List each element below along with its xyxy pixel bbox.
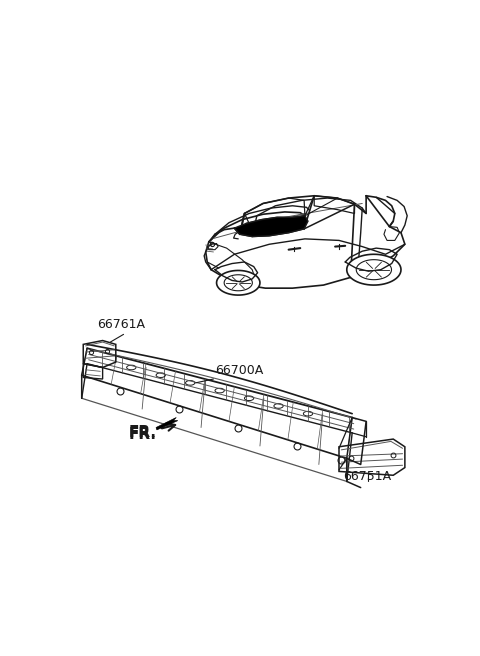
Polygon shape <box>234 216 308 237</box>
Text: 66761A: 66761A <box>97 318 145 331</box>
Text: FR.: FR. <box>128 427 156 442</box>
Polygon shape <box>216 270 260 295</box>
Polygon shape <box>347 255 401 285</box>
Polygon shape <box>224 275 252 291</box>
Text: FR.: FR. <box>128 426 156 440</box>
Polygon shape <box>156 417 178 430</box>
Polygon shape <box>356 260 392 279</box>
Text: 66751A: 66751A <box>343 470 391 483</box>
Text: 66700A: 66700A <box>215 365 263 377</box>
